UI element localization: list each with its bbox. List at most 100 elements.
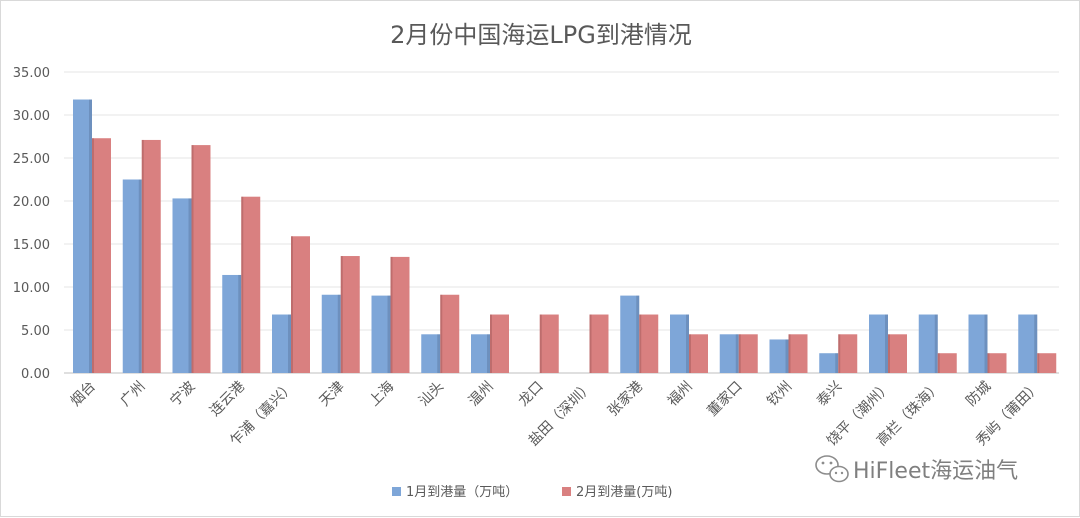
y-axis: 0.00 5.00 10.00 15.00 20.00 25.00 30.00 35.00 xyxy=(13,66,50,382)
watermark: HiFleet海运油气 xyxy=(815,455,1018,484)
bar-shade xyxy=(138,179,142,373)
bar-2-11 xyxy=(639,314,659,373)
bar-shade xyxy=(689,334,691,373)
x-tick-label: 烟台 xyxy=(68,379,99,410)
bar-shade xyxy=(1034,314,1038,373)
bar-shade xyxy=(987,353,990,373)
bar-1-0 xyxy=(73,99,92,374)
bar-shade xyxy=(340,256,343,373)
bar-2-5 xyxy=(340,256,360,373)
x-tick-label: 广州 xyxy=(117,379,148,410)
legend-swatch-2 xyxy=(562,487,571,496)
x-tick-label: 宁波 xyxy=(167,378,199,410)
bar-2-14 xyxy=(788,334,808,373)
bar-shade xyxy=(735,334,739,373)
bar-shade xyxy=(589,314,592,373)
bar-shade xyxy=(636,295,640,373)
bar-shade xyxy=(487,334,490,373)
bar-2-4 xyxy=(291,236,310,373)
bar-shade xyxy=(539,314,542,373)
x-tick-label: 福州 xyxy=(665,379,696,410)
x-tick-label: 温州 xyxy=(466,379,497,410)
bar-2-1 xyxy=(141,139,161,373)
legend-label-1: 1月到港量（万吨） xyxy=(406,485,518,500)
watermark-text: HiFleet海运油气 xyxy=(853,459,1018,484)
bar-2-18 xyxy=(987,353,1007,373)
x-tick-label: 防城 xyxy=(963,379,994,410)
x-tick-label: 张家港 xyxy=(604,378,646,420)
legend: 1月到港量（万吨） 2月到港量(万吨) xyxy=(392,485,672,500)
y-tick-label: 25.00 xyxy=(13,152,50,167)
chart-title: 2月份中国海运LPG到港情况 xyxy=(390,21,692,49)
y-tick-label: 0.00 xyxy=(21,367,50,382)
bar-shade xyxy=(288,314,291,373)
bar-shade xyxy=(440,294,443,373)
y-tick-label: 35.00 xyxy=(13,66,50,81)
bar-2-10 xyxy=(589,314,609,373)
legend-label-2: 2月到港量(万吨) xyxy=(576,485,672,500)
bar-shade xyxy=(838,334,841,373)
bar-1-3 xyxy=(222,274,242,373)
bar-shade xyxy=(885,314,888,373)
bar-2-16 xyxy=(888,334,907,373)
x-tick-label: 天津 xyxy=(316,379,347,410)
bar-shade xyxy=(387,295,391,373)
bar-shade xyxy=(390,256,393,373)
bar-shade xyxy=(437,334,441,373)
y-tick-label: 10.00 xyxy=(13,281,50,296)
bar-1-2 xyxy=(172,198,192,373)
bar-shade xyxy=(291,236,293,373)
bar-shade xyxy=(835,353,839,373)
bar-2-15 xyxy=(838,334,858,373)
bar-shade xyxy=(1037,353,1040,373)
gridlines xyxy=(64,71,1059,374)
bar-shade xyxy=(639,314,642,373)
bar-shade xyxy=(984,314,988,373)
bar-shade xyxy=(785,339,789,373)
bar-shade xyxy=(241,196,244,373)
bar-1-14 xyxy=(769,339,789,373)
bar-shade xyxy=(937,353,940,373)
bar-shade xyxy=(92,138,94,373)
bar-shade xyxy=(686,314,689,373)
x-tick-label: 钦州 xyxy=(764,379,795,410)
legend-swatch-1 xyxy=(392,487,401,496)
bar-2-7 xyxy=(440,294,460,373)
bar-shade xyxy=(738,334,741,373)
y-tick-label: 5.00 xyxy=(21,324,50,339)
bar-1-1 xyxy=(122,179,142,373)
bar-shade xyxy=(888,334,890,373)
bar-1-17 xyxy=(918,314,938,373)
bar-2-17 xyxy=(937,353,957,373)
bar-2-6 xyxy=(390,256,410,373)
bar-1-12 xyxy=(670,314,689,373)
bar-shade xyxy=(191,145,194,373)
bar-1-8 xyxy=(471,334,490,373)
bar-2-19 xyxy=(1037,353,1057,373)
bar-2-2 xyxy=(191,145,211,373)
bar-2-3 xyxy=(241,196,261,373)
bar-1-19 xyxy=(1018,314,1038,373)
x-tick-label: 连云港 xyxy=(207,379,248,420)
x-tick-label: 泰兴 xyxy=(814,379,845,410)
bar-2-8 xyxy=(490,314,509,373)
bar-2-9 xyxy=(539,314,559,373)
bar-shade xyxy=(188,198,192,373)
bar-shade xyxy=(337,294,341,373)
bar-1-16 xyxy=(869,314,888,373)
x-tick-label: 上海 xyxy=(366,379,397,410)
bar-1-15 xyxy=(819,353,839,373)
x-tick-label: 龙口 xyxy=(515,379,546,410)
y-tick-label: 30.00 xyxy=(13,109,50,124)
x-tick-label: 董家口 xyxy=(704,378,746,420)
bar-1-5 xyxy=(321,294,341,373)
bar-2-13 xyxy=(738,334,758,373)
x-axis: 烟台 广州 宁波 连云港乍浦（嘉兴） 天津 上海 汕头 温州 龙口盐田（深圳） 张家港 福州 董家口钦… xyxy=(68,378,1044,449)
y-tick-label: 15.00 xyxy=(13,238,50,253)
bars xyxy=(73,99,1057,374)
wechat-icon xyxy=(815,455,849,483)
bar-shade xyxy=(238,274,242,373)
bar-1-7 xyxy=(421,334,441,373)
